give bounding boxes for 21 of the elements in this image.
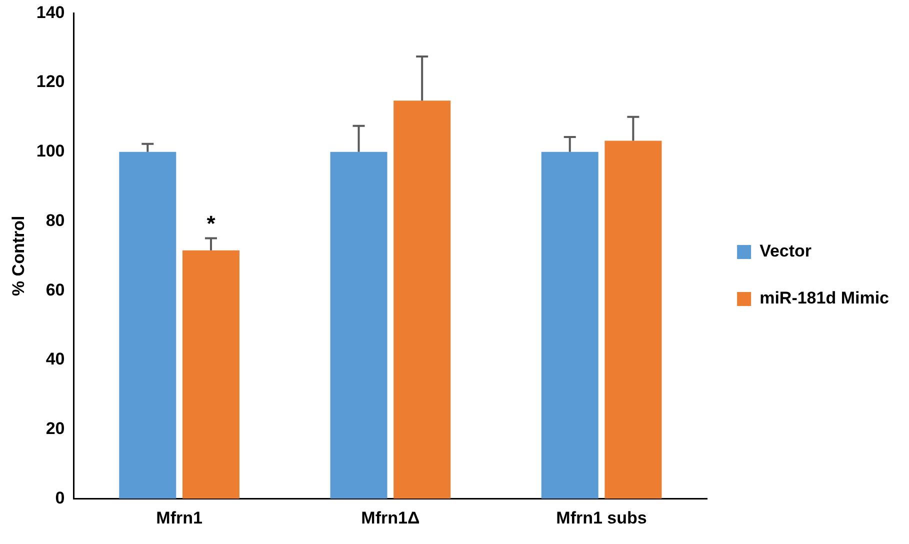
y-tick-label: 80 xyxy=(46,210,65,230)
bar xyxy=(119,152,176,499)
y-tick-label: 120 xyxy=(36,72,65,92)
bar xyxy=(394,100,451,499)
annotation: * xyxy=(206,210,216,236)
bar xyxy=(541,152,598,499)
x-tick-label: Mfrn1 subs xyxy=(556,508,647,528)
bar xyxy=(182,250,240,499)
y-tick-label: 100 xyxy=(36,142,65,161)
legend-label: Vector xyxy=(760,242,812,261)
legend-label: miR-181d Mimic xyxy=(760,288,890,308)
y-tick-label: 40 xyxy=(46,350,65,369)
y-tick-label: 0 xyxy=(55,488,65,508)
y-axis-title: % Control xyxy=(8,216,28,296)
y-tick-label: 20 xyxy=(46,418,65,438)
y-tick-label: 140 xyxy=(36,2,65,22)
x-tick-label: Mfrn1Δ xyxy=(361,508,420,528)
bar xyxy=(604,140,662,499)
y-tick-label: 60 xyxy=(46,280,65,300)
x-tick-label: Mfrn1 xyxy=(156,508,202,528)
bar xyxy=(330,152,388,499)
